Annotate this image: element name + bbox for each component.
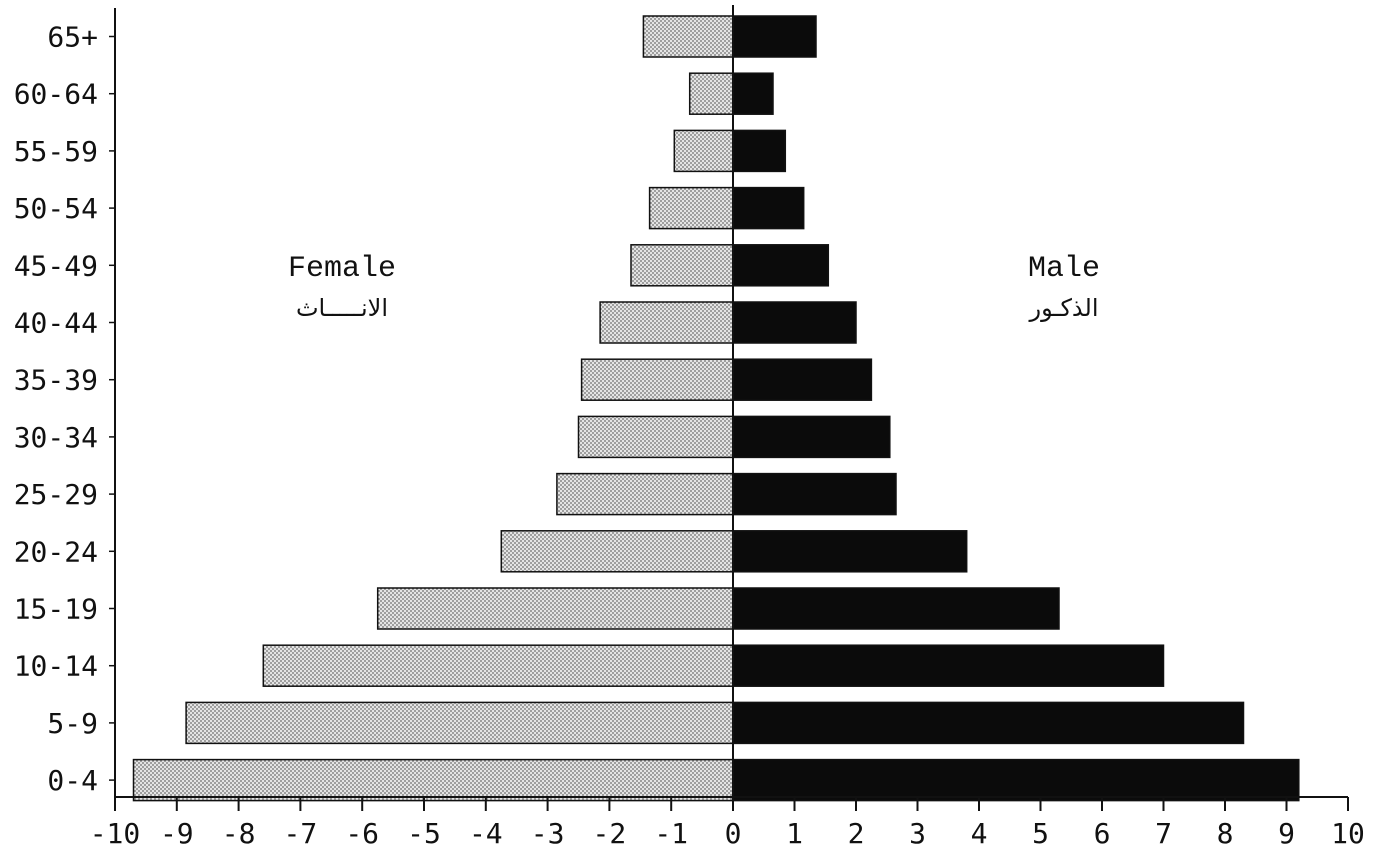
category-label-45-49: 45-49 xyxy=(14,249,98,282)
category-label-20-24: 20-24 xyxy=(14,535,98,568)
bar-female-45-49 xyxy=(630,244,734,287)
bar-female-5-9 xyxy=(185,701,734,745)
female-label-arabic: الانـــــاث xyxy=(296,294,388,322)
x-tick-label-4: 4 xyxy=(971,817,988,850)
bar-female-65+ xyxy=(642,15,734,58)
x-tick-label--1: -1 xyxy=(654,817,688,850)
x-tick-label--4: -4 xyxy=(469,817,503,850)
male-label-arabic: الذكـور xyxy=(1028,294,1098,322)
category-label-40-44: 40-44 xyxy=(14,307,98,340)
x-tick-label--9: -9 xyxy=(160,817,194,850)
x-tick-label-3: 3 xyxy=(909,817,926,850)
bar-male-20-24 xyxy=(732,530,968,573)
bar-female-15-19 xyxy=(376,587,734,630)
bar-male-30-34 xyxy=(732,415,891,459)
category-label-60-64: 60-64 xyxy=(14,78,98,111)
bar-male-55-59 xyxy=(732,129,787,173)
x-tick-label-8: 8 xyxy=(1217,817,1234,850)
category-label-10-14: 10-14 xyxy=(14,650,98,683)
bar-male-10-14 xyxy=(732,644,1165,687)
bar-female-50-54 xyxy=(648,186,734,230)
axes-layer xyxy=(109,5,1349,811)
bar-male-60-64 xyxy=(732,72,774,115)
x-tick-label-1: 1 xyxy=(786,817,803,850)
category-label-30-34: 30-34 xyxy=(14,421,98,454)
bar-female-40-44 xyxy=(599,301,734,344)
bar-female-10-14 xyxy=(262,644,734,687)
bar-female-0-4 xyxy=(132,758,734,802)
bar-male-35-39 xyxy=(732,358,873,401)
bar-male-0-4 xyxy=(732,758,1300,802)
x-tick-label--2: -2 xyxy=(593,817,627,850)
bar-female-20-24 xyxy=(500,530,734,573)
bars-layer xyxy=(132,15,1300,802)
bar-male-45-49 xyxy=(732,244,830,287)
bar-male-5-9 xyxy=(732,701,1245,745)
bar-male-15-19 xyxy=(732,587,1060,630)
bar-female-35-39 xyxy=(580,358,734,401)
male-label: Male xyxy=(1028,252,1100,286)
x-tick-label--8: -8 xyxy=(222,817,256,850)
category-label-55-59: 55-59 xyxy=(14,135,98,168)
category-label-5-9: 5-9 xyxy=(47,707,98,740)
x-tick-label-9: 9 xyxy=(1278,817,1295,850)
category-label-15-19: 15-19 xyxy=(14,593,98,626)
category-label-35-39: 35-39 xyxy=(14,364,98,397)
category-label-65+: 65+ xyxy=(47,21,98,54)
x-tick-label-6: 6 xyxy=(1094,817,1111,850)
x-tick-label--3: -3 xyxy=(531,817,565,850)
x-tick-label--7: -7 xyxy=(284,817,318,850)
x-tick-label--6: -6 xyxy=(345,817,379,850)
x-tick-label-7: 7 xyxy=(1155,817,1172,850)
bar-male-50-54 xyxy=(732,186,805,230)
bar-male-25-29 xyxy=(732,472,897,516)
x-tick-label--5: -5 xyxy=(407,817,441,850)
x-tick-label-5: 5 xyxy=(1032,817,1049,850)
bar-male-40-44 xyxy=(732,301,857,344)
labels-layer: -10 -9 -8 -7 -6 -5 -4 -3 -2 -1 0 1 2 3 4 5 6 7 8 9 1065+60-6… xyxy=(14,21,1365,851)
x-tick-label--10: -10 xyxy=(90,817,141,850)
bar-female-30-34 xyxy=(577,415,734,459)
bar-female-60-64 xyxy=(688,72,734,115)
x-tick-label-0: 0 xyxy=(725,817,742,850)
category-label-0-4: 0-4 xyxy=(47,764,98,797)
x-tick-label-10: 10 xyxy=(1331,817,1365,850)
x-tick-label-2: 2 xyxy=(848,817,865,850)
bar-female-55-59 xyxy=(673,129,734,173)
category-label-25-29: 25-29 xyxy=(14,478,98,511)
bar-male-65+ xyxy=(732,15,817,58)
bar-female-25-29 xyxy=(556,472,734,516)
female-label: Female xyxy=(288,252,396,286)
category-label-50-54: 50-54 xyxy=(14,192,98,225)
